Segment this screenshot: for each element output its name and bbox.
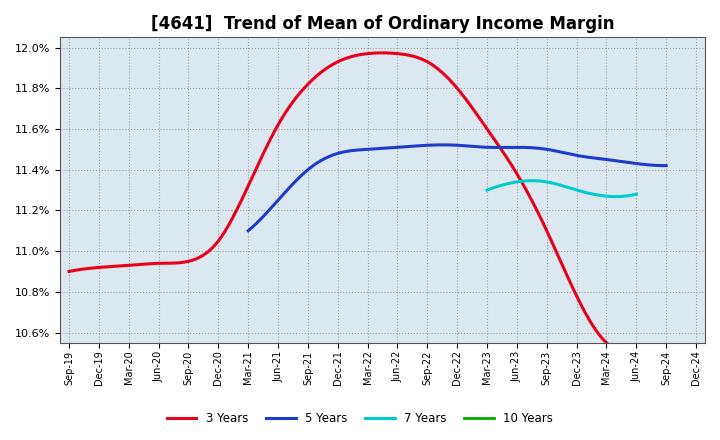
3 Years [602,340,611,345]
3 Years [320,67,328,73]
3 Years [506,161,515,166]
7 Years [528,178,536,183]
5 Years [652,163,661,168]
7 Years [606,194,614,199]
5 Years [588,155,596,160]
5 Years [438,142,447,147]
7 Years [629,192,638,198]
Line: 3 Years: 3 Years [69,53,606,343]
7 Years [482,187,491,193]
7 Years [611,194,620,199]
7 Years [572,187,580,193]
3 Years [323,65,332,70]
Title: [4641]  Trend of Mean of Ordinary Income Margin: [4641] Trend of Mean of Ordinary Income … [150,15,614,33]
3 Years [378,50,387,55]
3 Years [356,52,364,57]
3 Years [386,51,395,56]
Legend: 3 Years, 5 Years, 7 Years, 10 Years: 3 Years, 5 Years, 7 Years, 10 Years [162,407,558,430]
5 Years [493,145,502,150]
Line: 5 Years: 5 Years [248,145,666,231]
Line: 7 Years: 7 Years [487,181,636,197]
5 Years [444,142,452,147]
7 Years [632,191,641,197]
5 Years [471,144,480,149]
3 Years [590,326,599,331]
3 Years [65,269,73,274]
7 Years [554,182,562,187]
5 Years [662,163,670,168]
7 Years [564,185,572,190]
5 Years [244,228,253,233]
5 Years [446,142,454,147]
7 Years [555,182,564,187]
